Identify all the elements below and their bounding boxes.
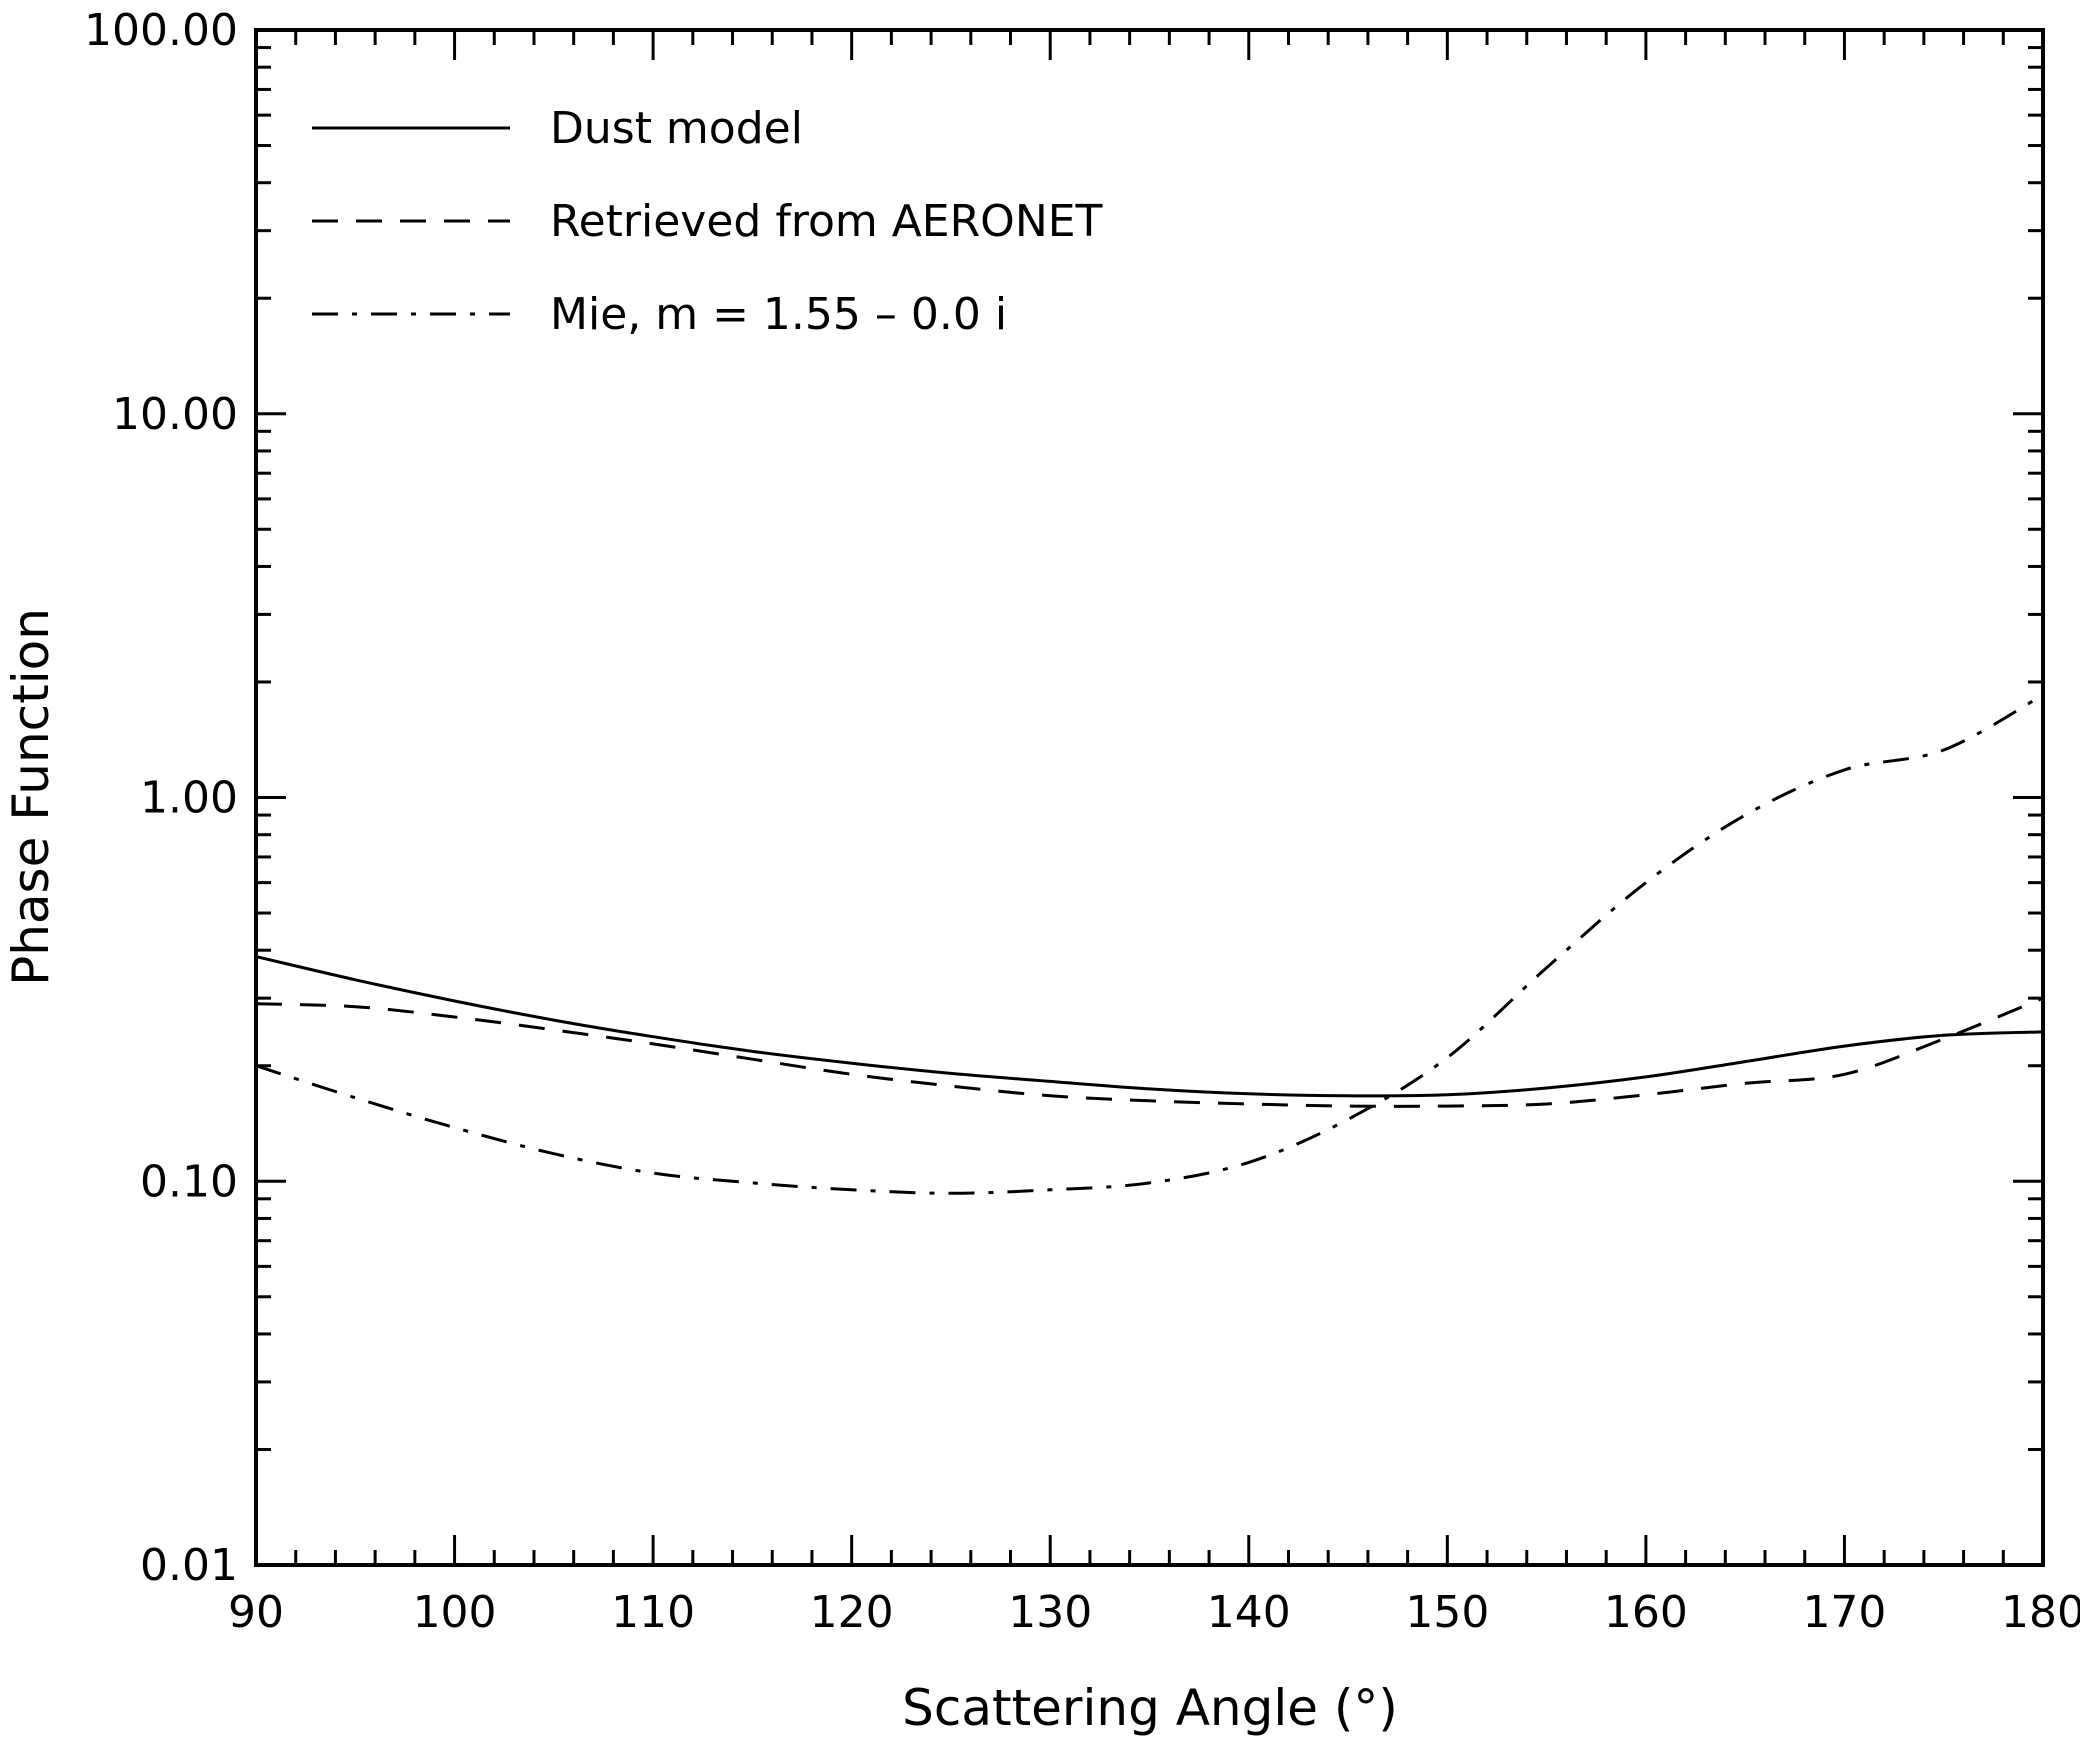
x-tick-label: 90 (228, 1587, 284, 1638)
axis-ticks (254, 28, 2045, 1567)
x-tick-label: 120 (810, 1587, 894, 1638)
y-tick-label: 0.10 (140, 1156, 238, 1207)
x-tick-label: 140 (1207, 1587, 1291, 1638)
series-lines (255, 693, 2044, 1195)
y-tick-label: 0.01 (140, 1540, 238, 1591)
x-tick-label: 180 (2001, 1587, 2080, 1638)
x-tick-label: 150 (1405, 1587, 1489, 1638)
y-tick-label: 1.00 (140, 773, 238, 824)
legend: Dust model Retrieved from AERONET Mie, m =… (312, 103, 1103, 340)
x-tick-label: 130 (1008, 1587, 1092, 1638)
legend-label-3: Mie, m = 1.55 – 0.0 i (550, 289, 1007, 340)
x-tick-label: 160 (1604, 1587, 1688, 1638)
axis-tick-labels: 90 100 110 120 130 140 150 160 170 180 0.01 0.10 1.0… (84, 5, 2080, 1638)
x-axis-title: Scattering Angle (°) (902, 1679, 1398, 1737)
y-axis-title: Phase Function (2, 608, 60, 986)
legend-label-2: Retrieved from AERONET (550, 196, 1103, 247)
y-tick-label: 100.00 (84, 5, 238, 56)
x-tick-label: 110 (611, 1587, 695, 1638)
x-tick-label: 170 (1802, 1587, 1886, 1638)
series-line-1 (255, 955, 2044, 1098)
y-tick-label: 10.00 (112, 389, 238, 440)
series-line-3 (255, 693, 2044, 1195)
series-line-2 (255, 996, 2044, 1108)
x-tick-label: 100 (413, 1587, 497, 1638)
legend-label-1: Dust model (550, 103, 803, 154)
